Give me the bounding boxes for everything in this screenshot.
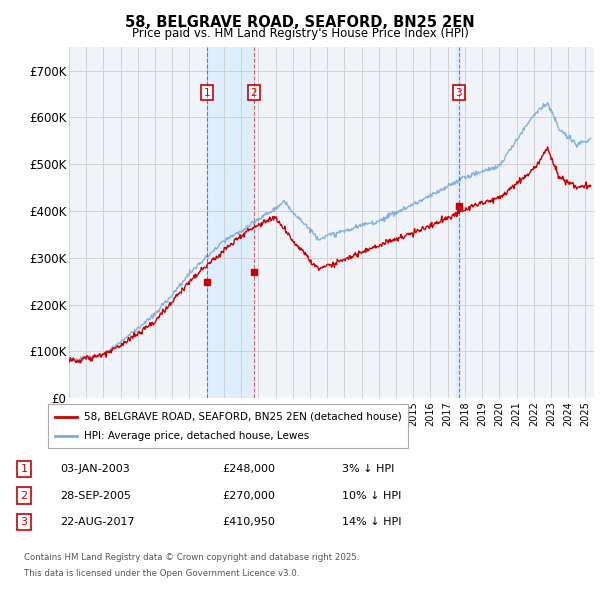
Text: £270,000: £270,000 [222,491,275,500]
Text: 3% ↓ HPI: 3% ↓ HPI [342,464,394,474]
Text: 10% ↓ HPI: 10% ↓ HPI [342,491,401,500]
Text: 3: 3 [20,517,28,527]
Text: 14% ↓ HPI: 14% ↓ HPI [342,517,401,527]
Text: 1: 1 [20,464,28,474]
Text: 2: 2 [20,491,28,500]
Bar [207,47,254,398]
Text: HPI: Average price, detached house, Lewes: HPI: Average price, detached house, Lewe… [84,431,309,441]
Text: Price paid vs. HM Land Registry's House Price Index (HPI): Price paid vs. HM Land Registry's House … [131,27,469,40]
Text: This data is licensed under the Open Government Licence v3.0.: This data is licensed under the Open Gov… [24,569,299,578]
Bar [456,47,461,398]
Text: 58, BELGRAVE ROAD, SEAFORD, BN25 2EN (detached house): 58, BELGRAVE ROAD, SEAFORD, BN25 2EN (de… [84,412,402,421]
Text: 03-JAN-2003: 03-JAN-2003 [60,464,130,474]
Text: £248,000: £248,000 [222,464,275,474]
Text: 28-SEP-2005: 28-SEP-2005 [60,491,131,500]
Text: 1: 1 [203,88,210,98]
Text: Contains HM Land Registry data © Crown copyright and database right 2025.: Contains HM Land Registry data © Crown c… [24,553,359,562]
Text: 3: 3 [455,88,462,98]
Text: 2: 2 [251,88,257,98]
Text: £410,950: £410,950 [222,517,275,527]
Text: 58, BELGRAVE ROAD, SEAFORD, BN25 2EN: 58, BELGRAVE ROAD, SEAFORD, BN25 2EN [125,15,475,30]
Text: 22-AUG-2017: 22-AUG-2017 [60,517,134,527]
